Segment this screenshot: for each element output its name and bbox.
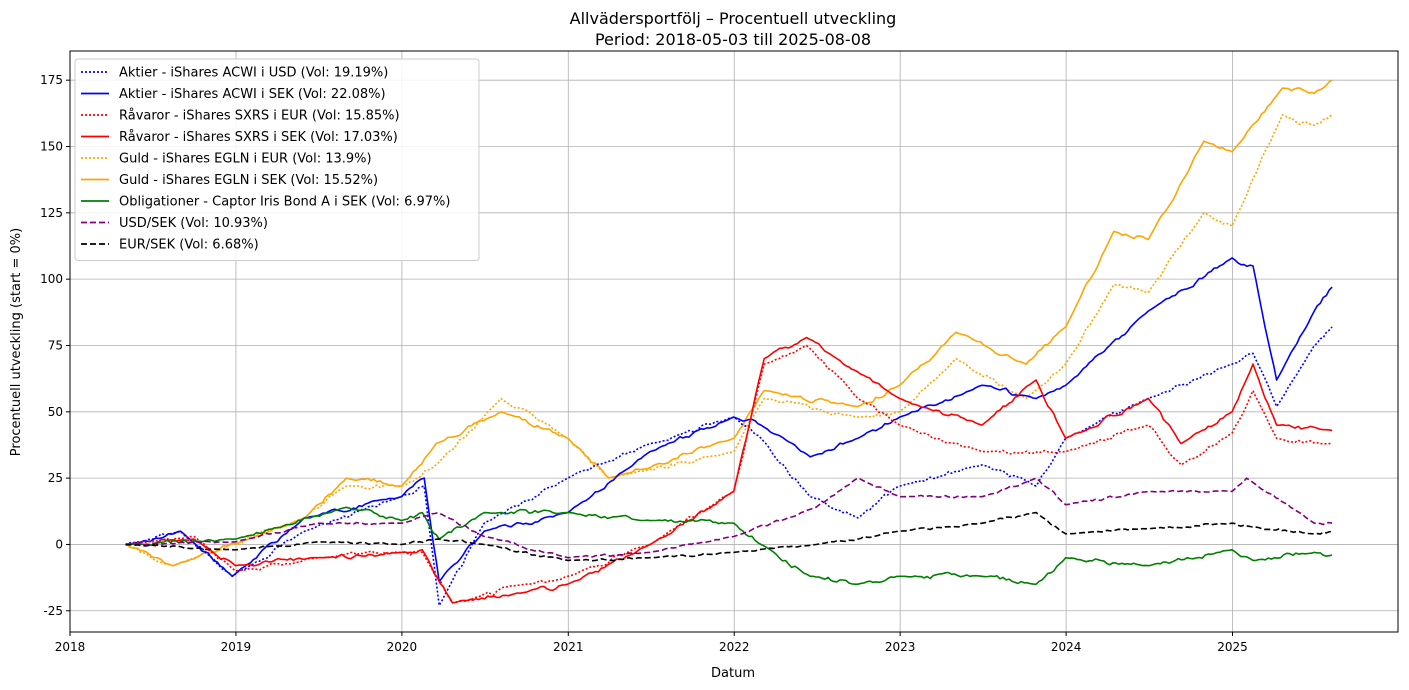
- series-line: [125, 344, 1333, 604]
- y-tick-label: -25: [43, 604, 63, 618]
- legend-entry: Aktier - iShares ACWI i USD (Vol: 19.19%…: [119, 66, 388, 81]
- series-line: [125, 79, 1333, 567]
- y-tick-label: 0: [55, 537, 63, 551]
- series-line: [125, 477, 1333, 559]
- y-tick-label: 50: [48, 405, 63, 419]
- x-tick-label: 2024: [1051, 640, 1082, 654]
- x-tick-label: 2020: [387, 640, 418, 654]
- y-tick-label: 125: [40, 206, 63, 220]
- series-line: [125, 506, 1333, 585]
- x-tick-label: 2025: [1217, 640, 1248, 654]
- legend-entry: Råvaror - iShares SXRS i EUR (Vol: 15.85…: [119, 109, 400, 124]
- axis-ticks: 2018 2019 2020 2021 2022 2023 2024 2025 -25 0 25 50…: [40, 73, 1248, 654]
- y-tick-label: 150: [40, 140, 63, 154]
- y-tick-label: 100: [40, 272, 63, 286]
- legend: Aktier - iShares ACWI i USD (Vol: 19.19%…: [74, 58, 480, 261]
- x-tick-label: 2018: [55, 640, 86, 654]
- y-axis-label: Procentuell utveckling (start = 0%): [9, 228, 24, 456]
- legend-entry: Guld - iShares EGLN i EUR (Vol: 13.9%): [119, 152, 372, 167]
- chart-subtitle: Period: 2018-05-03 till 2025-08-08: [595, 30, 871, 49]
- y-tick-label: 75: [48, 338, 63, 352]
- legend-entry: EUR/SEK (Vol: 6.68%): [119, 238, 259, 253]
- y-tick-label: 25: [48, 471, 63, 485]
- x-tick-label: 2023: [885, 640, 916, 654]
- legend-entry: Obligationer - Captor Iris Bond A i SEK …: [119, 195, 450, 210]
- grid: [69, 51, 1398, 632]
- legend-entry: USD/SEK (Vol: 10.93%): [119, 216, 268, 231]
- legend-box: [74, 58, 480, 261]
- x-tick-label: 2019: [221, 640, 252, 654]
- series-line: [125, 336, 1333, 604]
- series-line: [125, 113, 1333, 567]
- legend-entry: Aktier - iShares ACWI i SEK (Vol: 22.08%…: [119, 87, 386, 102]
- series-line: [125, 326, 1333, 607]
- x-axis-label: Datum: [711, 666, 755, 681]
- series-line: [125, 511, 1333, 562]
- legend-entry: Guld - iShares EGLN i SEK (Vol: 15.52%): [119, 173, 378, 188]
- x-tick-label: 2022: [719, 640, 750, 654]
- legend-entry: Råvaror - iShares SXRS i SEK (Vol: 17.03…: [119, 130, 398, 145]
- y-tick-label: 175: [40, 73, 63, 87]
- x-tick-label: 2021: [553, 640, 584, 654]
- chart-title: Allvädersportfölj – Procentuell utveckli…: [570, 9, 897, 28]
- series-line: [125, 257, 1333, 583]
- series-lines: [125, 79, 1333, 607]
